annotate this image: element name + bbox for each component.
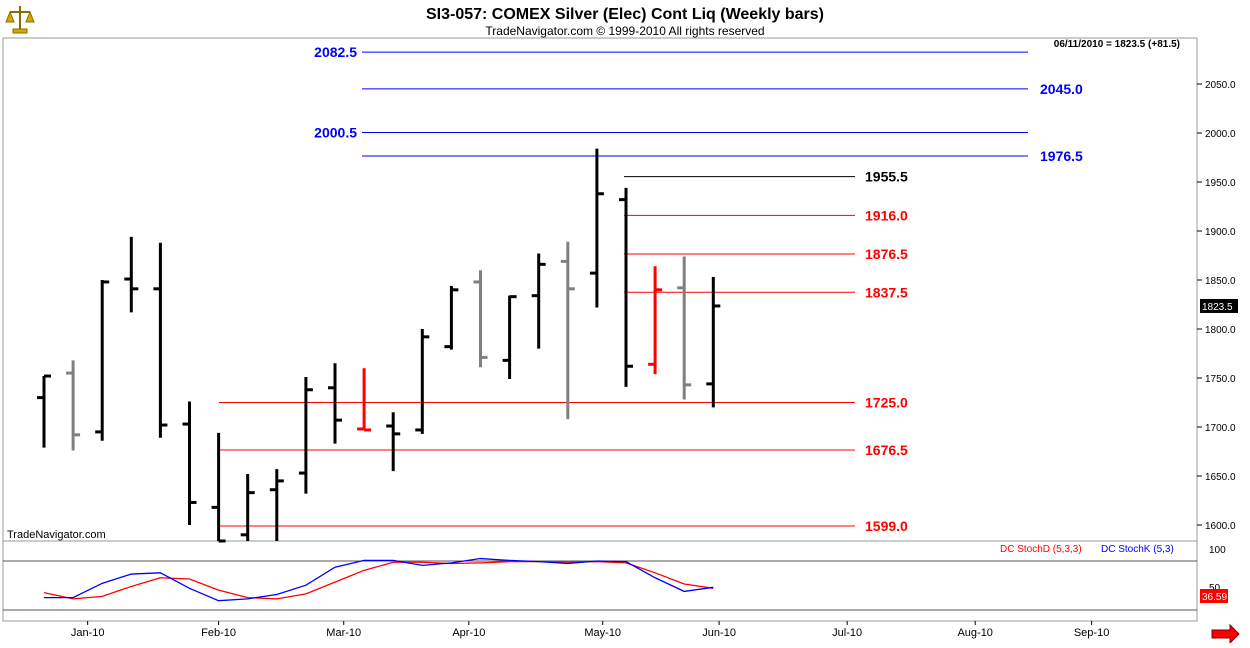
- level-label: 1955.5: [865, 169, 908, 185]
- stochastic-y-tick-label: 100: [1209, 545, 1226, 556]
- last-price-label: 1823.5: [1202, 302, 1233, 313]
- scales-icon[interactable]: [5, 6, 35, 34]
- level-lines: 2082.5 2045.0 2000.5 1976.5 1955.5 1916.0 1876…: [219, 44, 1083, 534]
- x-tick-label: Aug-10: [957, 627, 992, 639]
- watermark-text: TradeNavigator.com: [7, 529, 106, 541]
- stochastic-panel: 100 50 DC StochD (5,3,3) DC StochK (5,3) 36.…: [3, 544, 1228, 611]
- level-label: 2082.5: [314, 44, 357, 60]
- x-tick-label: Jul-10: [832, 627, 862, 639]
- x-tick-label: Sep-10: [1074, 627, 1109, 639]
- ohlc-bars: [37, 148, 721, 543]
- stochastic-legend-entry: DC StochK (5,3): [1101, 544, 1174, 555]
- x-tick-label: Jan-10: [71, 627, 105, 639]
- stochastic-last-value: 36.59: [1202, 592, 1227, 603]
- y-tick-label: 1950.0: [1205, 178, 1236, 189]
- right-arrow-icon[interactable]: [1211, 623, 1240, 645]
- y-tick-label: 1700.0: [1205, 423, 1236, 434]
- level-label: 1837.5: [865, 284, 908, 300]
- x-tick-label: Feb-10: [201, 627, 236, 639]
- x-axis: Jan-10 Feb-10 Mar-10 Apr-10 May-10 Jun-10 Jul-…: [71, 621, 1109, 639]
- chart-title: SI3-057: COMEX Silver (Elec) Cont Liq (W…: [426, 6, 824, 23]
- chart-subtitle: TradeNavigator.com © 1999-2010 All right…: [485, 24, 764, 38]
- y-tick-label: 1850.0: [1205, 276, 1236, 287]
- y-tick-label: 2000.0: [1205, 129, 1236, 140]
- y-tick-label: 1600.0: [1205, 521, 1236, 532]
- y-tick-label: 1800.0: [1205, 325, 1236, 336]
- stochastic-legend-entry: DC StochD (5,3,3): [1000, 544, 1082, 555]
- y-tick-label: 1750.0: [1205, 374, 1236, 385]
- x-tick-label: May-10: [584, 627, 621, 639]
- last-price-badge: [1200, 298, 1238, 313]
- stochastic-series-line: [43, 560, 714, 600]
- level-label: 1599.0: [865, 518, 908, 534]
- stochastic-y-tick-label: 50: [1209, 583, 1221, 594]
- y-axis: 1600.0 1650.0 1700.0 1750.0 1800.0 1850.0 1900…: [1197, 80, 1238, 532]
- level-label: 2045.0: [1040, 81, 1083, 97]
- level-label: 1725.0: [865, 395, 908, 411]
- x-tick-label: Jun-10: [702, 627, 736, 639]
- stochastic-series-line: [44, 557, 714, 602]
- level-label: 1676.5: [865, 442, 908, 458]
- level-label: 1876.5: [865, 246, 908, 262]
- x-tick-label: Mar-10: [326, 627, 361, 639]
- y-tick-label: 2050.0: [1205, 80, 1236, 91]
- last-price-info: 06/11/2010 = 1823.5 (+81.5): [1054, 39, 1180, 50]
- x-tick-label: Apr-10: [452, 627, 485, 639]
- level-label: 2000.5: [314, 125, 357, 141]
- level-label: 1916.0: [865, 207, 908, 223]
- y-tick-label: 1900.0: [1205, 227, 1236, 238]
- stochastic-last-badge: [1200, 589, 1228, 603]
- level-label: 1976.5: [1040, 148, 1083, 164]
- y-tick-label: 1650.0: [1205, 472, 1236, 483]
